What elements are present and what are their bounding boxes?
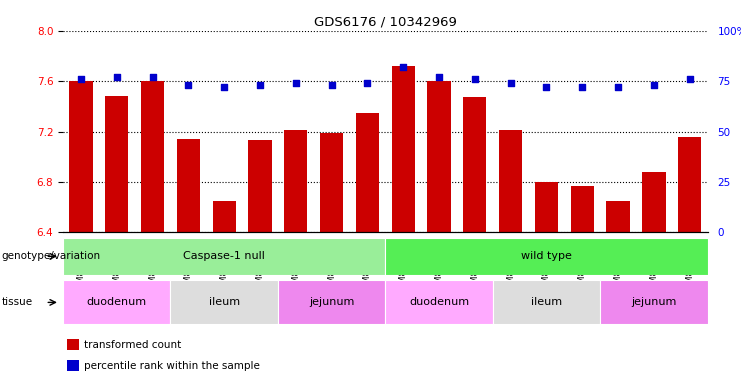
- Text: transformed count: transformed count: [84, 340, 182, 350]
- Bar: [67, 339, 79, 350]
- Point: [325, 82, 337, 88]
- Text: genotype/variation: genotype/variation: [1, 251, 101, 262]
- Bar: [642, 172, 665, 232]
- Text: wild type: wild type: [521, 251, 572, 262]
- Text: Caspase-1 null: Caspase-1 null: [183, 251, 265, 262]
- Bar: [176, 139, 200, 232]
- Text: duodenum: duodenum: [87, 297, 147, 308]
- Point: [469, 76, 481, 82]
- Bar: [571, 186, 594, 232]
- Bar: [356, 113, 379, 232]
- Point: [576, 84, 588, 90]
- Bar: [284, 130, 308, 232]
- Bar: [606, 201, 630, 232]
- Point: [110, 74, 122, 80]
- Point: [218, 84, 230, 90]
- Bar: [213, 201, 236, 232]
- Bar: [600, 280, 708, 324]
- Bar: [69, 81, 93, 232]
- Bar: [678, 137, 702, 232]
- Text: duodenum: duodenum: [409, 297, 469, 308]
- Point: [433, 74, 445, 80]
- Bar: [499, 130, 522, 232]
- Bar: [385, 238, 708, 275]
- Point: [182, 82, 194, 88]
- Bar: [385, 280, 493, 324]
- Text: jejunum: jejunum: [631, 297, 677, 308]
- Bar: [67, 360, 79, 371]
- Bar: [493, 280, 600, 324]
- Bar: [63, 238, 385, 275]
- Bar: [105, 96, 128, 232]
- Text: ileum: ileum: [531, 297, 562, 308]
- Bar: [463, 98, 487, 232]
- Text: jejunum: jejunum: [309, 297, 354, 308]
- Point: [612, 84, 624, 90]
- Point: [540, 84, 552, 90]
- Bar: [535, 182, 558, 232]
- Bar: [63, 280, 170, 324]
- Point: [505, 80, 516, 86]
- Title: GDS6176 / 10342969: GDS6176 / 10342969: [314, 15, 456, 28]
- Text: percentile rank within the sample: percentile rank within the sample: [84, 361, 260, 371]
- Point: [290, 80, 302, 86]
- Bar: [141, 81, 165, 232]
- Point: [397, 64, 409, 70]
- Bar: [170, 280, 278, 324]
- Point: [75, 76, 87, 82]
- Point: [147, 74, 159, 80]
- Text: ileum: ileum: [208, 297, 240, 308]
- Text: tissue: tissue: [1, 297, 33, 308]
- Bar: [320, 133, 343, 232]
- Point: [254, 82, 266, 88]
- Point: [362, 80, 373, 86]
- Bar: [278, 280, 385, 324]
- Bar: [428, 81, 451, 232]
- Point: [684, 76, 696, 82]
- Point: [648, 82, 659, 88]
- Bar: [248, 140, 272, 232]
- Bar: [391, 66, 415, 232]
